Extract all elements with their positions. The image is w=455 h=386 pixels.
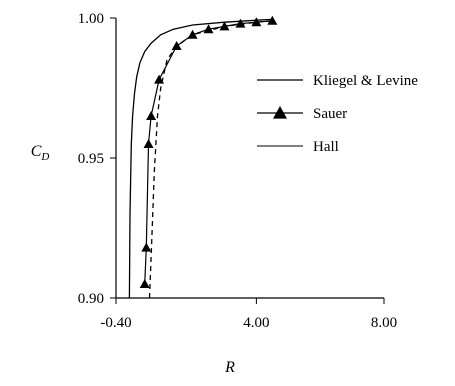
y-tick-label: 0.95	[78, 151, 104, 167]
legend-item-hall: Hall	[257, 139, 339, 155]
y-axis-title-main: C	[31, 143, 42, 160]
legend-marker-triangle	[273, 106, 287, 119]
y-axis-title-subscript: D	[40, 151, 49, 163]
data-point-triangle	[235, 18, 246, 28]
series-line	[144, 20, 273, 285]
legend-item-kliegel-levine: Kliegel & Levine	[257, 73, 418, 89]
legend-label: Kliegel & Levine	[313, 73, 418, 89]
series-sauer	[139, 15, 278, 288]
axes: 0.90 0.95 1.00 -0.40 4.00 8.00	[78, 11, 397, 331]
y-tick-label: 1.00	[78, 11, 104, 27]
y-tick-label: 0.90	[78, 291, 104, 307]
series-hall	[148, 20, 273, 299]
data-point-triangle	[146, 111, 157, 120]
series-layer	[128, 15, 278, 299]
data-point-triangle	[143, 139, 154, 148]
data-point-triangle	[251, 17, 262, 27]
series-line	[128, 18, 273, 299]
data-point-triangle	[141, 242, 152, 252]
legend-label: Hall	[313, 139, 339, 155]
series-line	[148, 20, 273, 299]
data-point-triangle	[267, 15, 278, 25]
legend: Kliegel & Levine Sauer Hall	[257, 73, 418, 155]
data-point-triangle	[139, 279, 150, 288]
x-tick-label: 8.00	[371, 315, 397, 331]
legend-label: Sauer	[313, 106, 347, 122]
x-tick-label: -0.40	[100, 315, 131, 331]
x-axis-title: R	[224, 359, 235, 376]
legend-item-sauer: Sauer	[257, 106, 347, 122]
x-tick-label: 4.00	[243, 315, 269, 331]
y-axis-title: CD	[31, 143, 50, 163]
series-kliegel-levine	[128, 18, 273, 299]
